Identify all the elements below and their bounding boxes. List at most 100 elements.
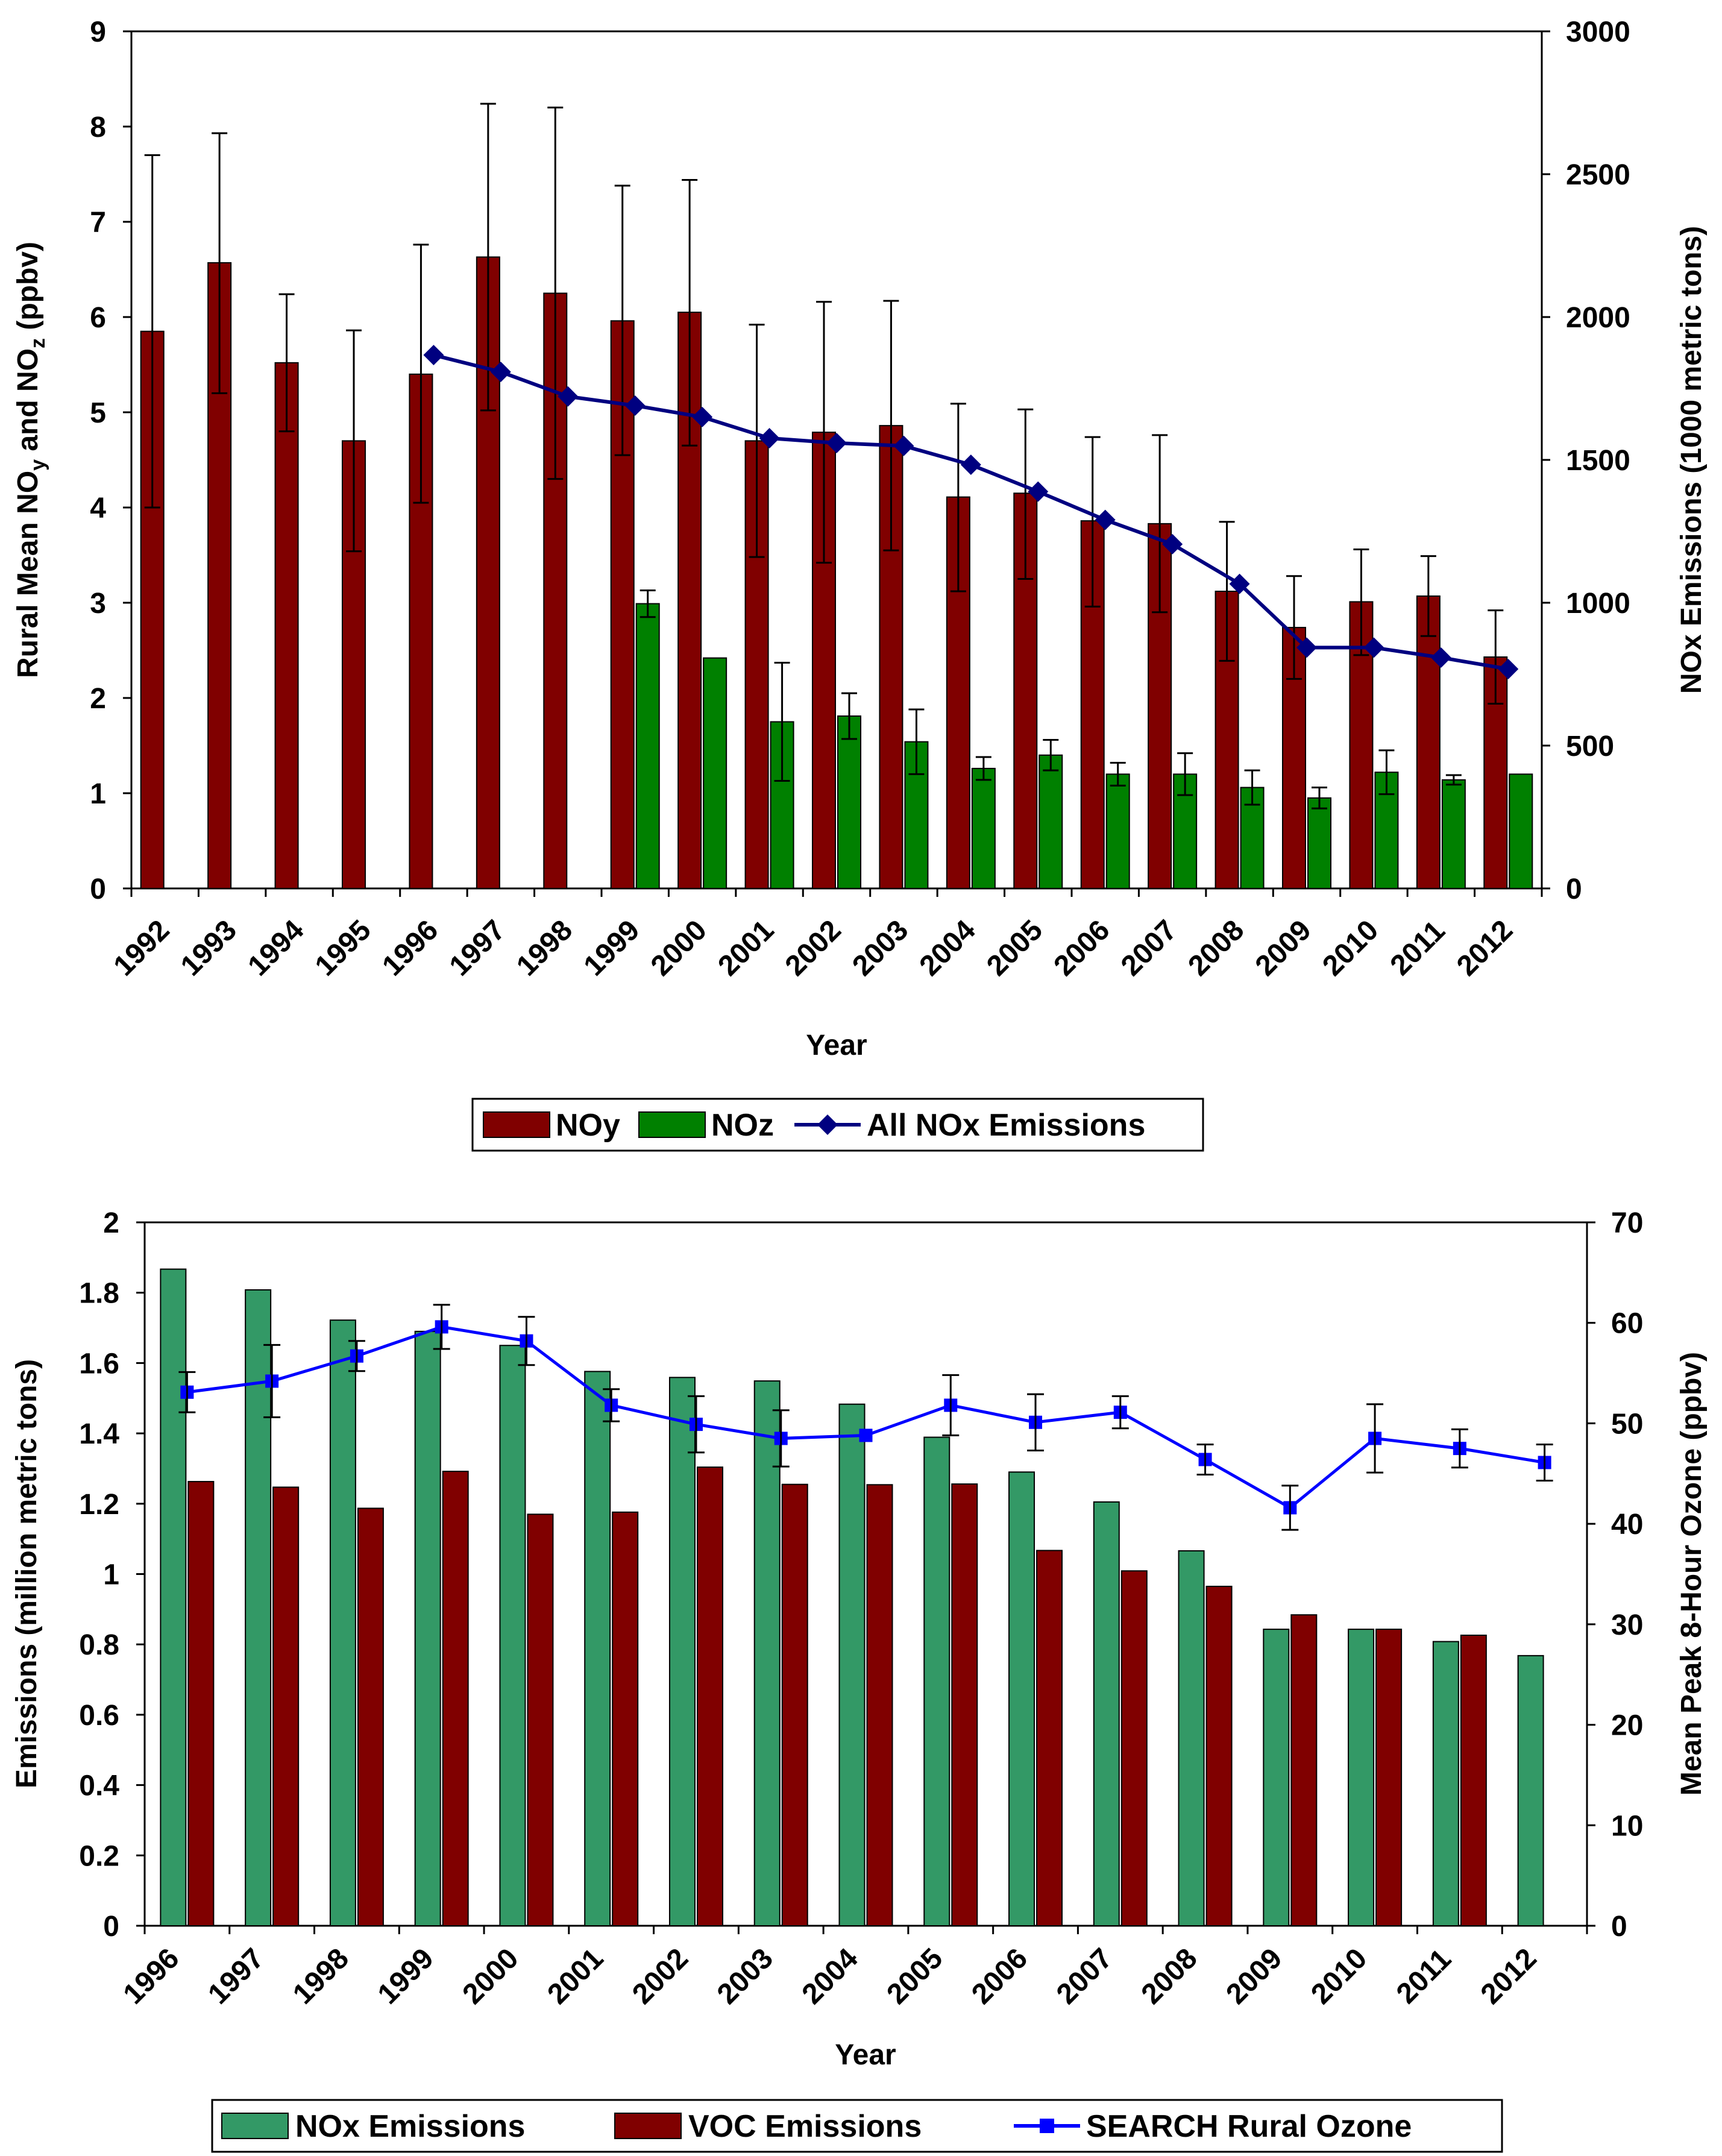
all-nox-emissions-point-1998 <box>558 386 579 407</box>
chart-2-plot-area <box>143 1221 1588 1927</box>
x-tick-label-2004: 2004 <box>796 1942 864 2010</box>
all-nox-emissions-point-1999 <box>624 395 646 416</box>
chart-1-legend: NOy NOz All NOx Emissions <box>471 1098 1204 1152</box>
chart-2-x-axis-title: Year <box>835 2039 896 2071</box>
y-tick-label-2: 2 <box>103 1207 119 1239</box>
all-nox-emissions-point-2004 <box>960 454 981 476</box>
chart-2-bars <box>160 1268 1544 1927</box>
legend-label-all-nox: All NOx Emissions <box>867 1108 1145 1143</box>
nox-emissions-bar-2002 <box>668 1377 696 1926</box>
y-tick-label-0.2: 0.2 <box>79 1840 119 1872</box>
y-tick-label-4: 4 <box>90 492 106 524</box>
y2-tick-label-20: 20 <box>1611 1710 1643 1742</box>
y-tick-label-0: 0 <box>90 873 106 905</box>
x-tick-label-2000: 2000 <box>645 914 713 982</box>
x-tick-label-2010: 2010 <box>1305 1943 1373 2011</box>
voc-emissions-bar-2011 <box>1460 1635 1487 1927</box>
x-tick-label-2003: 2003 <box>846 914 914 982</box>
chart-1-x-axis-ticks: 1992199319941995199619971998199920002001… <box>108 888 1543 982</box>
all-nox-emissions-point-1996 <box>423 345 444 366</box>
x-tick-label-2000: 2000 <box>457 1943 525 2011</box>
x-tick-label-1999: 1999 <box>578 914 646 982</box>
nox-emissions-bar-1996 <box>160 1268 187 1926</box>
chart-2-y-axis-ticks: 0 0.2 0.4 0.6 0.8 1 1.2 1.4 1.6 1.8 2 <box>79 1207 145 1943</box>
nox-emissions-bar-2001 <box>584 1371 611 1927</box>
x-tick-label-2007: 2007 <box>1115 914 1183 982</box>
search-rural-ozone-point-2004 <box>859 1428 873 1442</box>
voc-emissions-bar-1997 <box>272 1486 300 1926</box>
x-tick-label-2008: 2008 <box>1136 1943 1204 2011</box>
nox-emissions-bar-1998 <box>329 1319 356 1926</box>
x-tick-label-1998: 1998 <box>511 914 579 982</box>
nox-emissions-bar-2012 <box>1517 1655 1544 1927</box>
voc-emissions-bar-2004 <box>866 1484 893 1926</box>
chart-2-x-axis-ticks: 1996 1997 1998 1999 2000 2001 2002 2003 2004 2005… <box>118 1926 1588 2011</box>
chart-2-legend: NOx Emissions VOC Emissions SEARCH Rural… <box>211 2099 1503 2153</box>
x-tick-label-1996: 1996 <box>118 1943 186 2011</box>
legend-label-nox-emissions: NOx Emissions <box>295 2109 525 2144</box>
noz-bar-2004 <box>971 767 996 890</box>
x-tick-label-2009: 2009 <box>1249 914 1318 982</box>
chart-1-noy-noz: 0 1 2 3 4 5 6 7 8 9 0 500 1000 1500 2000 2500 3000 1992… <box>12 16 1708 1152</box>
x-tick-label-2005: 2005 <box>981 914 1049 982</box>
x-tick-label-2012: 2012 <box>1451 914 1519 982</box>
x-tick-label-1996: 1996 <box>376 914 444 982</box>
y-tick-label-1.8: 1.8 <box>79 1278 119 1310</box>
chart-1-x-axis-title: Year <box>806 1029 867 1061</box>
y2-tick-label-50: 50 <box>1611 1408 1643 1440</box>
nox-emissions-bar-1997 <box>245 1289 272 1926</box>
y2-tick-label-2000: 2000 <box>1566 302 1630 334</box>
all-nox-emissions-point-2001 <box>759 428 780 448</box>
chart-2-y2-axis-ticks: 0 10 20 30 40 50 60 70 <box>1587 1207 1643 1943</box>
noz-bar-2002 <box>837 715 861 890</box>
y2-tick-label-1000: 1000 <box>1566 588 1630 620</box>
voc-emissions-bar-2002 <box>696 1466 723 1926</box>
noy-bar-2011 <box>1416 595 1441 889</box>
chart-1-y-axis-ticks: 0 1 2 3 4 5 6 7 8 9 <box>90 16 131 905</box>
all-nox-emissions-point-2005 <box>1028 481 1049 502</box>
x-tick-label-2005: 2005 <box>881 1943 949 2011</box>
nox-emissions-bar-2000 <box>499 1345 526 1927</box>
x-tick-label-1997: 1997 <box>202 1943 270 2011</box>
chart-2-line-series <box>180 1320 1551 1515</box>
y2-tick-label-70: 70 <box>1611 1207 1643 1239</box>
nox-emissions-bar-2004 <box>838 1403 866 1926</box>
x-tick-label-2006: 2006 <box>1048 914 1116 982</box>
x-tick-label-1995: 1995 <box>309 914 377 982</box>
voc-emissions-bar-2010 <box>1375 1629 1403 1927</box>
y2-tick-label-40: 40 <box>1611 1509 1643 1541</box>
noz-bar-2012 <box>1509 773 1533 890</box>
y-tick-label-7: 7 <box>90 207 106 239</box>
y2-tick-label-30: 30 <box>1611 1609 1643 1641</box>
voc-emissions-bar-1998 <box>357 1507 384 1926</box>
chart-2-y-axis-title: Emissions (million metric tons) <box>11 1359 43 1788</box>
voc-emissions-bar-2005 <box>951 1483 978 1926</box>
y-tick-label-3: 3 <box>90 588 106 620</box>
chart-2-error-bars <box>178 1304 1553 1531</box>
voc-emissions-bar-1999 <box>442 1471 469 1926</box>
y-tick-label-1.4: 1.4 <box>79 1418 119 1450</box>
nox-emissions-bar-2010 <box>1348 1629 1375 1927</box>
voc-emissions-bar-2009 <box>1290 1614 1318 1927</box>
legend-swatch-voc-emissions <box>614 2113 682 2139</box>
x-tick-label-2001: 2001 <box>712 914 780 982</box>
nox-emissions-bar-2008 <box>1178 1550 1205 1926</box>
y-tick-label-0.6: 0.6 <box>79 1700 119 1732</box>
y-tick-label-2: 2 <box>90 683 106 715</box>
nox-emissions-bar-2005 <box>923 1436 951 1927</box>
y-tick-label-5: 5 <box>90 397 106 429</box>
all-nox-emissions-point-2009 <box>1296 637 1317 658</box>
y2-tick-label-0: 0 <box>1611 1911 1627 1943</box>
y2-tick-label-10: 10 <box>1611 1810 1643 1842</box>
x-tick-label-2012: 2012 <box>1475 1943 1543 2011</box>
all-nox-emissions-point-2008 <box>1229 573 1250 594</box>
voc-emissions-bar-2001 <box>612 1511 639 1926</box>
x-tick-label-2003: 2003 <box>711 1943 779 2011</box>
chart-1-y2-axis-title: NOx Emissions (1000 metric tons) <box>1676 226 1708 694</box>
nox-emissions-bar-2003 <box>753 1380 781 1926</box>
y2-tick-label-0: 0 <box>1566 873 1582 905</box>
legend-swatch-noz <box>638 1111 706 1138</box>
chart-1-line-series <box>423 345 1519 679</box>
nox-emissions-bar-2011 <box>1432 1641 1459 1926</box>
x-tick-label-2006: 2006 <box>966 1943 1034 2011</box>
